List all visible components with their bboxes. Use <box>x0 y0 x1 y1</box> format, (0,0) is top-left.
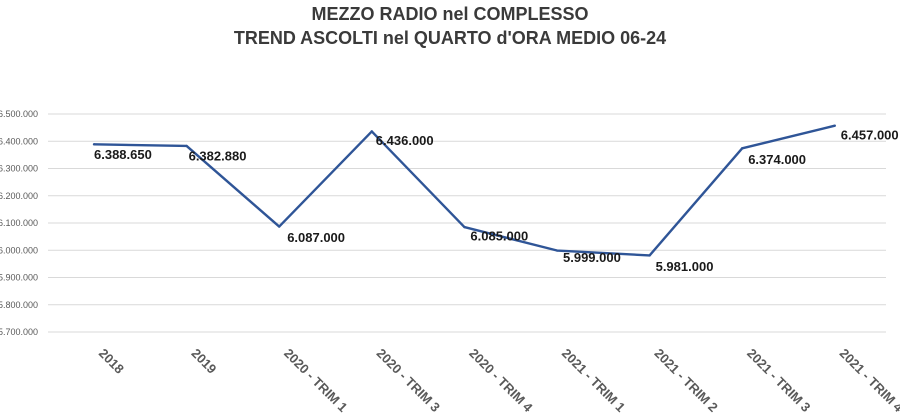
y-tick-label: 6.000.000 <box>0 245 38 255</box>
x-tick-label: 2020 - TRIM 1 <box>281 346 350 414</box>
data-label: 6.457.000 <box>841 127 899 142</box>
y-tick-label: 6.500.000 <box>0 109 38 119</box>
data-points <box>92 124 836 257</box>
x-tick-label: 2020 - TRIM 3 <box>374 346 443 414</box>
data-point <box>278 225 281 228</box>
x-tick-label: 2021 - TRIM 4 <box>837 346 900 414</box>
data-point <box>185 144 188 148</box>
y-tick-label: 5.700.000 <box>0 327 38 337</box>
data-point <box>463 225 466 229</box>
data-point <box>555 249 559 252</box>
y-axis-ticks: 5.700.000 5.800.000 5.900.000 6.000.000 6.10… <box>0 109 38 337</box>
x-axis-ticks: 2018 2019 2020 - TRIM 1 2020 - TRIM 3 2020 -… <box>96 346 900 414</box>
data-point <box>833 124 836 127</box>
chart-title: MEZZO RADIO nel COMPLESSO <box>311 4 589 24</box>
data-point <box>648 254 651 257</box>
data-label: 5.981.000 <box>656 259 714 274</box>
data-label: 5.999.000 <box>563 250 621 265</box>
x-tick-label: 2018 <box>96 346 127 377</box>
x-tick-label: 2021 - TRIM 2 <box>651 346 720 414</box>
gridlines <box>48 113 886 333</box>
x-tick-label: 2021 - TRIM 3 <box>744 346 813 414</box>
y-tick-label: 5.900.000 <box>0 273 38 283</box>
data-label: 6.374.000 <box>748 152 806 167</box>
series-layer <box>93 124 836 257</box>
data-point <box>92 143 96 146</box>
chart-subtitle: TREND ASCOLTI nel QUARTO d'ORA MEDIO 06-… <box>233 28 667 48</box>
series-line <box>93 124 836 257</box>
data-label: 6.382.880 <box>189 149 247 164</box>
y-tick-label: 5.800.000 <box>0 300 38 310</box>
data-labels: 6.388.650 6.382.880 6.087.000 6.436.000 6.08… <box>94 127 899 274</box>
data-point <box>370 130 373 133</box>
x-tick-label: 2019 <box>188 346 219 377</box>
data-label: 6.085.000 <box>470 229 528 244</box>
data-point <box>741 147 744 150</box>
y-tick-label: 6.200.000 <box>0 191 38 201</box>
y-tick-label: 6.400.000 <box>0 136 38 146</box>
y-tick-label: 6.300.000 <box>0 164 38 174</box>
data-label: 6.436.000 <box>376 133 434 148</box>
y-tick-label: 6.100.000 <box>0 218 38 228</box>
data-label: 6.087.000 <box>287 230 345 245</box>
x-tick-label: 2021 - TRIM 1 <box>559 346 628 414</box>
x-tick-label: 2020 - TRIM 4 <box>466 346 536 414</box>
data-label: 6.388.650 <box>94 147 152 162</box>
